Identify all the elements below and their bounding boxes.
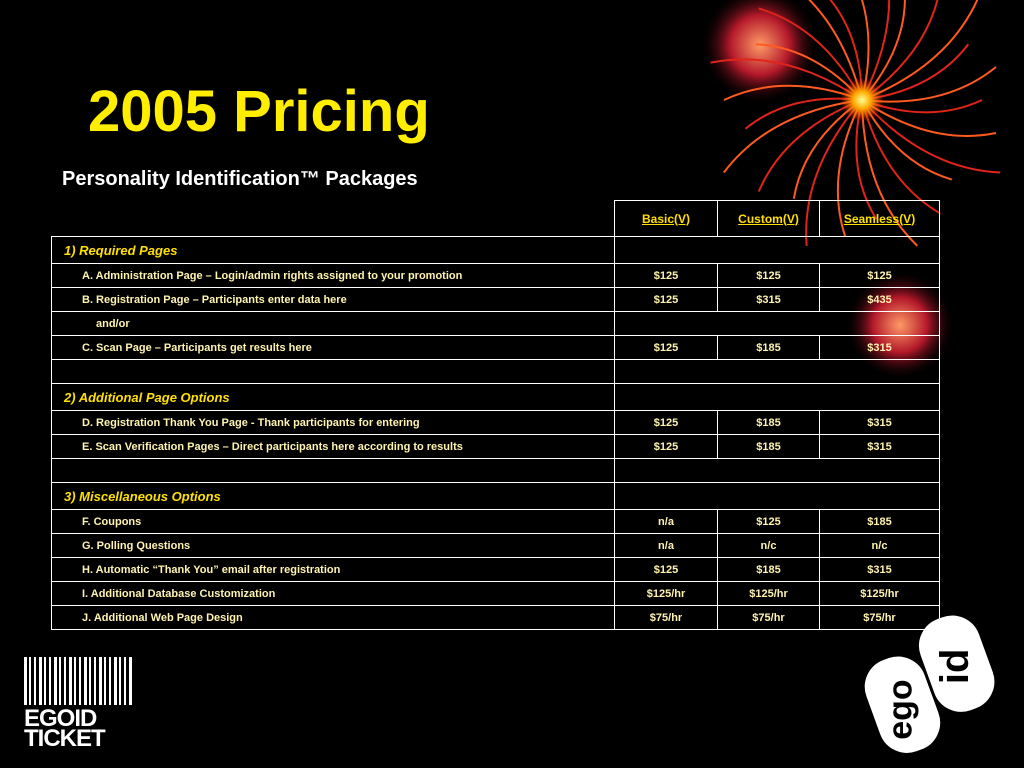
- empty-cell: [614, 458, 940, 483]
- barcode-bar: [104, 657, 106, 705]
- price: $125: [614, 263, 718, 288]
- price: n/c: [717, 533, 820, 558]
- row-label: J. Additional Web Page Design: [51, 605, 615, 630]
- barcode-bar: [119, 657, 121, 705]
- price: $315: [819, 434, 940, 459]
- section-title: 3) Miscellaneous Options: [51, 482, 615, 510]
- column-header[interactable]: Basic(V): [614, 200, 718, 237]
- price: $75/hr: [614, 605, 718, 630]
- logo-text: id: [933, 649, 977, 685]
- barcode-bar: [94, 657, 96, 705]
- logo-text: ego: [882, 679, 920, 739]
- price: $185: [717, 335, 820, 360]
- price: $125: [819, 263, 940, 288]
- column-header[interactable]: Seamless(V): [819, 200, 940, 237]
- price: n/a: [614, 509, 718, 534]
- barcode-bar: [39, 657, 42, 705]
- price: $125/hr: [717, 581, 820, 606]
- price: $75/hr: [717, 605, 820, 630]
- barcode: [24, 657, 132, 705]
- section-title: 2) Additional Page Options: [51, 383, 615, 411]
- row-label: D. Registration Thank You Page - Thank p…: [51, 410, 615, 435]
- row-label: and/or: [51, 311, 615, 336]
- barcode-bar: [24, 657, 27, 705]
- price: $125: [614, 287, 718, 312]
- barcode-bar: [74, 657, 76, 705]
- barcode-bar: [29, 657, 31, 705]
- price: $125: [614, 557, 718, 582]
- price: $435: [819, 287, 940, 312]
- price: $185: [819, 509, 940, 534]
- empty-cell: [51, 359, 615, 384]
- barcode-bar: [44, 657, 46, 705]
- price: $315: [717, 287, 820, 312]
- barcode-bar: [124, 657, 126, 705]
- row-label: B. Registration Page – Participants ente…: [51, 287, 615, 312]
- price: n/c: [819, 533, 940, 558]
- barcode-bar: [64, 657, 66, 705]
- empty-cell: [614, 311, 940, 336]
- price: $125: [614, 410, 718, 435]
- empty-cell: [51, 458, 615, 483]
- price: $315: [819, 410, 940, 435]
- price: $125: [717, 509, 820, 534]
- section-title: 1) Required Pages: [51, 236, 615, 264]
- logo-text: EGOID: [24, 705, 97, 732]
- barcode-bar: [99, 657, 102, 705]
- row-label: C. Scan Page – Participants get results …: [51, 335, 615, 360]
- barcode-bar: [89, 657, 91, 705]
- tags: ego id: [861, 612, 998, 756]
- price: $185: [717, 434, 820, 459]
- barcode-bar: [84, 657, 87, 705]
- row-label: F. Coupons: [51, 509, 615, 534]
- price: $315: [819, 335, 940, 360]
- price: n/a: [614, 533, 718, 558]
- row-label: E. Scan Verification Pages – Direct part…: [51, 434, 615, 459]
- barcode-bar: [114, 657, 117, 705]
- price: $125: [614, 434, 718, 459]
- subtitle: Personality Identification™ Packages: [62, 168, 418, 190]
- price: $185: [717, 557, 820, 582]
- price: $75/hr: [819, 605, 940, 630]
- barcode-bar: [69, 657, 72, 705]
- barcode-bar: [49, 657, 51, 705]
- row-label: I. Additional Database Customization: [51, 581, 615, 606]
- price: $185: [717, 410, 820, 435]
- row-label: G. Polling Questions: [51, 533, 615, 558]
- row-label: A. Administration Page – Login/admin rig…: [51, 263, 615, 288]
- empty-cell: [614, 236, 940, 264]
- price: $125: [614, 335, 718, 360]
- barcode-bar: [109, 657, 111, 705]
- price: $125/hr: [819, 581, 940, 606]
- barcode-bar: [34, 657, 36, 705]
- price: $125/hr: [614, 581, 718, 606]
- empty-cell: [614, 482, 940, 510]
- barcode-bar: [129, 657, 132, 705]
- firework-ray: [861, 0, 979, 101]
- barcode-bar: [79, 657, 81, 705]
- empty-cell: [614, 383, 940, 411]
- price: $125: [717, 263, 820, 288]
- barcode-bar: [59, 657, 61, 705]
- glow: [700, 0, 820, 105]
- title: 2005 Pricing: [88, 79, 430, 144]
- empty-cell: [614, 359, 940, 384]
- glow: [845, 270, 955, 380]
- barcode-bar: [54, 657, 57, 705]
- column-header[interactable]: Custom(V): [717, 200, 820, 237]
- row-label: H. Automatic “Thank You” email after reg…: [51, 557, 615, 582]
- firework-core: [840, 78, 884, 122]
- logo-text: TICKET: [24, 725, 106, 752]
- price: $315: [819, 557, 940, 582]
